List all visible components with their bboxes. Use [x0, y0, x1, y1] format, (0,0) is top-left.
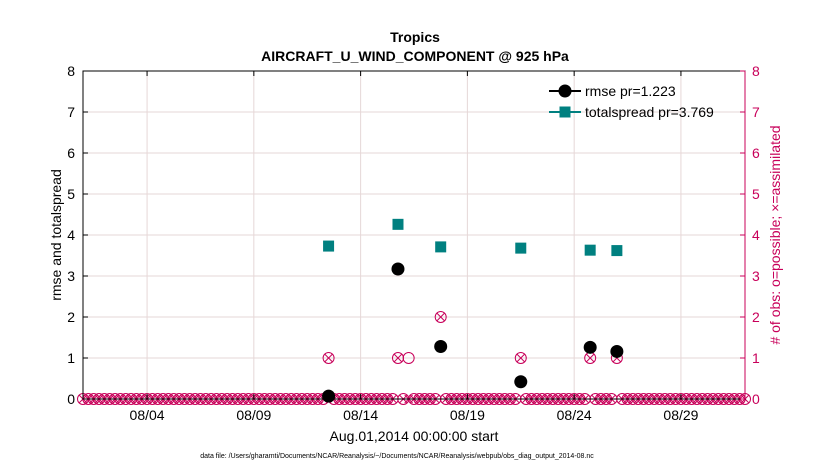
totalspread-point-1: [392, 218, 404, 230]
rmse-point-2: [434, 340, 448, 354]
y2-tick-label-2: 2: [752, 309, 760, 325]
totalspread-point-2: [435, 241, 447, 253]
x-tick-label-3: 08/19: [450, 407, 485, 423]
y-tick-label-0: 0: [67, 391, 75, 407]
data-file-footer: data file: /Users/gharamti/Documents/NCA…: [200, 453, 594, 460]
y2-tick-label-1: 1: [752, 350, 760, 366]
totalspread-point-5: [611, 245, 623, 257]
legend-marker-totalspread: [559, 106, 571, 118]
y2-tick-label-8: 8: [752, 63, 760, 79]
chart-subtitle: AIRCRAFT_U_WIND_COMPONENT @ 925 hPa: [261, 48, 569, 64]
totalspread-point-4: [584, 244, 596, 256]
y2-tick-label-6: 6: [752, 145, 760, 161]
obs-assimilated-marker: [324, 353, 333, 363]
obs-possible-marker: [402, 352, 415, 364]
totalspread-point-3: [515, 242, 527, 254]
totalspread-point-0: [323, 240, 335, 252]
y-tick-label-6: 6: [67, 145, 75, 161]
obs-possible-marker: [514, 352, 527, 364]
y-axis-label: rmse and totalspread: [48, 169, 64, 301]
obs-assimilated-marker: [585, 353, 595, 363]
y2-tick-label-5: 5: [752, 186, 760, 202]
legend-label-totalspread: totalspread pr=3.769: [585, 104, 714, 120]
y-tick-label-3: 3: [67, 268, 75, 284]
obs-possible-marker: [434, 311, 447, 323]
y-tick-label-8: 8: [67, 63, 75, 79]
x-tick-label-0: 08/04: [130, 407, 165, 423]
y2-tick-label-7: 7: [752, 104, 760, 120]
x-tick-label-2: 08/14: [343, 407, 378, 423]
y-tick-label-1: 1: [67, 350, 75, 366]
y-tick-label-7: 7: [67, 104, 75, 120]
series-markers: [322, 218, 624, 403]
y2-tick-label-0: 0: [752, 391, 760, 407]
x-axis-label: Aug.01,2014 00:00:00 start: [330, 428, 499, 444]
rmse-point-5: [610, 344, 624, 358]
legend: rmse pr=1.223 totalspread pr=3.769: [549, 83, 714, 120]
legend-marker-rmse: [558, 84, 572, 98]
y-tick-label-5: 5: [67, 186, 75, 202]
legend-label-rmse: rmse pr=1.223: [585, 83, 676, 99]
obs-possible-marker: [322, 352, 335, 364]
rmse-point-3: [514, 375, 528, 389]
y2-tick-label-4: 4: [752, 227, 760, 243]
rmse-point-4: [583, 340, 597, 354]
y-tick-label-2: 2: [67, 309, 75, 325]
x-tick-label-1: 08/09: [236, 407, 271, 423]
x-tick-label-5: 08/29: [663, 407, 698, 423]
axes: 08/04 08/09 08/14 08/19 08/24 08/29 0 0 1 1 2 2 3 3 4 4…: [67, 63, 760, 423]
obs-assimilated-marker: [516, 353, 526, 363]
y-tick-label-4: 4: [67, 227, 75, 243]
x-tick-label-4: 08/24: [557, 407, 592, 423]
y2-axis-label: # of obs: o=possible; ×=assimilated: [767, 125, 783, 344]
rmse-point-1: [391, 262, 405, 276]
chart-title: Tropics: [390, 29, 440, 45]
grid: [83, 71, 745, 399]
obs-assimilated-marker: [436, 312, 446, 322]
obs-assimilated-marker: [393, 353, 403, 363]
y2-tick-label-3: 3: [752, 268, 760, 284]
rmse-point-0: [322, 389, 336, 403]
